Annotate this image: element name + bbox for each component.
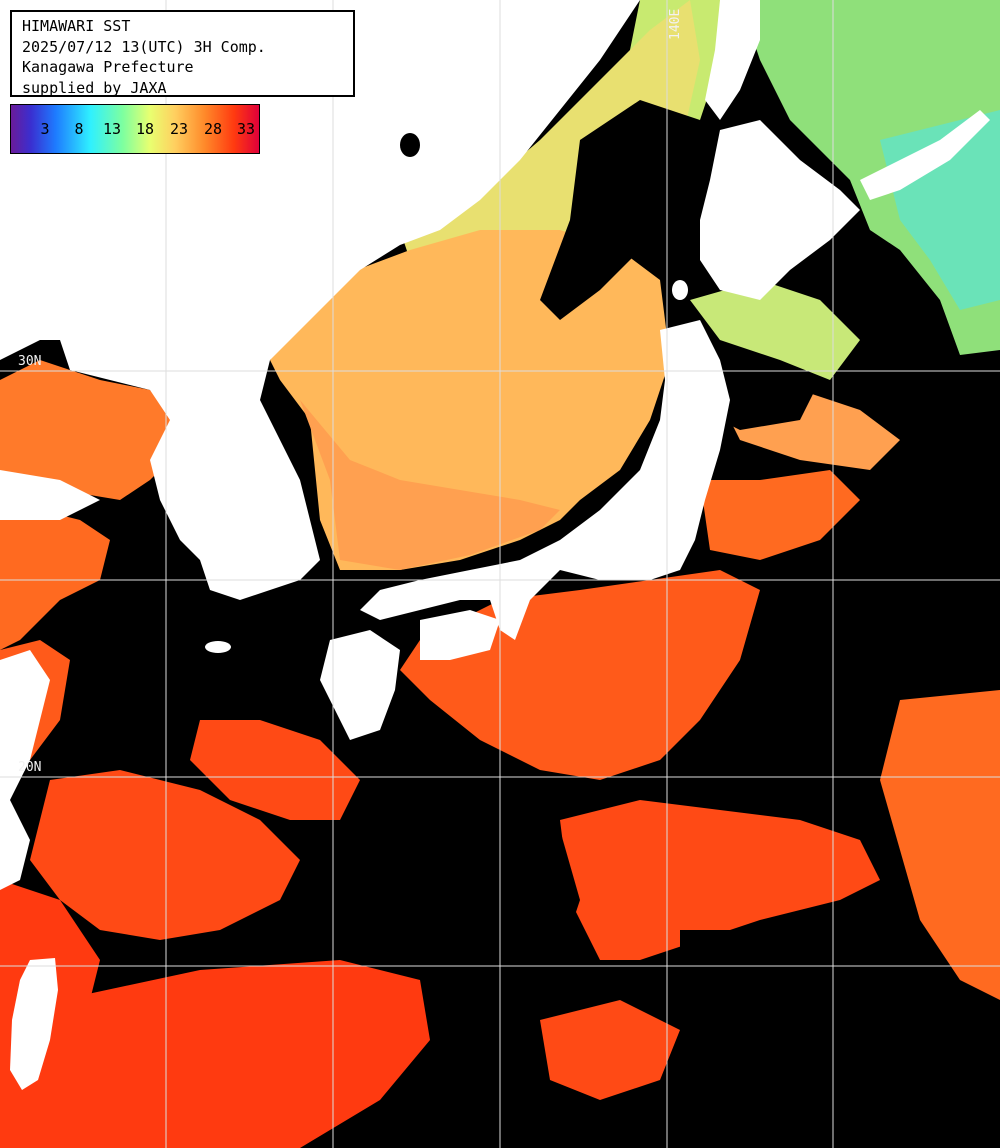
cloud-patches bbox=[430, 100, 820, 1010]
land-hokkaido bbox=[700, 120, 860, 300]
product-title: HIMAWARI SST bbox=[22, 17, 131, 35]
organization: Kanagawa Prefecture bbox=[22, 58, 194, 76]
land-shikoku bbox=[420, 610, 500, 660]
land-kyushu bbox=[320, 630, 400, 740]
legend-labels: 3 8 13 18 23 28 33 bbox=[11, 105, 259, 153]
land-kurils bbox=[860, 110, 990, 200]
legend-tick: 13 bbox=[102, 120, 122, 138]
land-jeju bbox=[205, 641, 231, 653]
land-shandong bbox=[0, 470, 100, 520]
legend-tick: 33 bbox=[236, 120, 256, 138]
color-scale-legend: 3 8 13 18 23 28 33 bbox=[10, 104, 260, 154]
data-credit: supplied by JAXA bbox=[22, 78, 167, 97]
land-taiwan bbox=[10, 958, 58, 1090]
land-island-dot bbox=[672, 280, 688, 300]
legend-tick: 3 bbox=[40, 120, 50, 138]
legend-tick: 8 bbox=[74, 120, 84, 138]
info-box: HIMAWARI SST 2025/07/12 13(UTC) 3H Comp.… bbox=[10, 10, 355, 97]
legend-tick: 18 bbox=[135, 120, 155, 138]
land-honshu bbox=[360, 320, 730, 640]
legend-tick: 28 bbox=[203, 120, 223, 138]
legend-tick: 23 bbox=[169, 120, 189, 138]
grid-label-30n: 30N bbox=[18, 354, 42, 369]
timestamp: 2025/07/12 13(UTC) 3H Comp. bbox=[22, 37, 266, 56]
grid-label-140e: 140E bbox=[668, 8, 683, 40]
land-china-coast bbox=[0, 650, 50, 890]
land-sakhalin bbox=[705, 0, 760, 120]
grid-label-20n: 20N bbox=[18, 760, 42, 775]
land-island-dot bbox=[400, 133, 420, 157]
